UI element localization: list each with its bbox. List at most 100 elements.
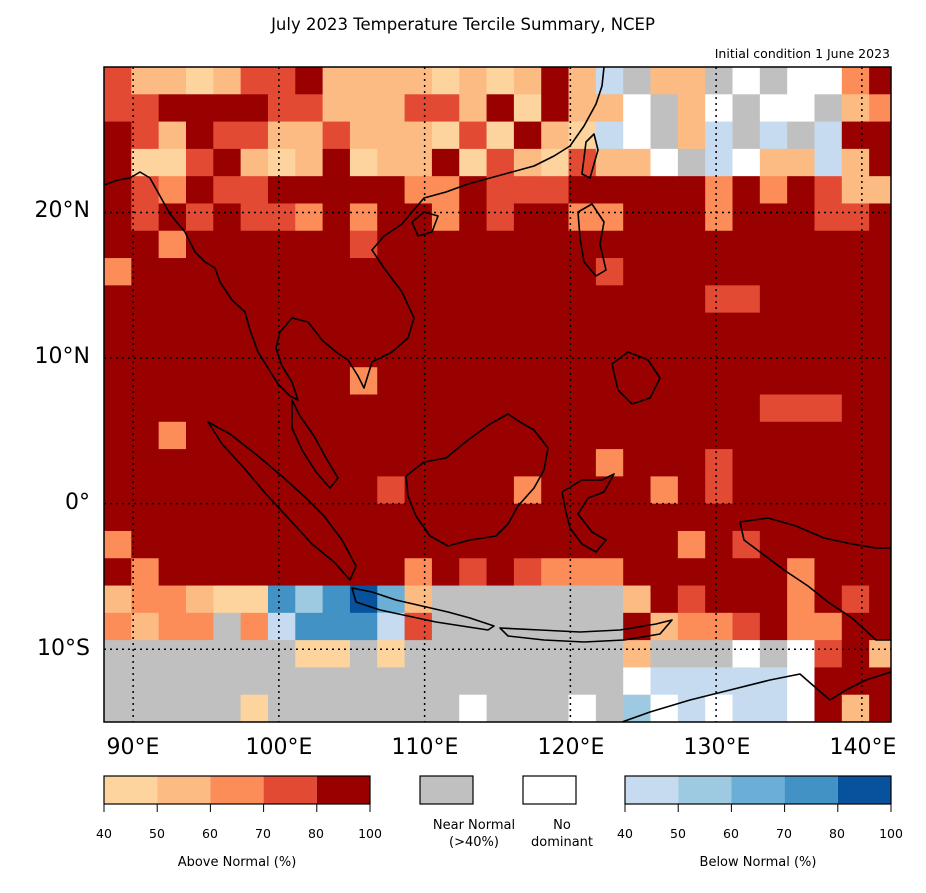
tercile-cell [322,503,351,532]
tercile-cell [869,394,891,423]
lat-label-10s: 10°S [37,636,90,661]
tercile-cell [267,148,296,177]
tercile-cell [486,312,515,341]
tercile-cell [377,121,406,150]
tercile-cell [185,421,214,450]
tercile-cell [377,530,406,559]
tercile-cell [459,449,488,477]
tercile-cell [513,640,542,668]
tercile-cell [486,694,515,722]
map-frame [103,66,892,723]
tercile-cell [240,176,269,204]
tercile-cell [240,667,269,696]
tercile-cell [814,503,843,532]
tercile-cell [595,258,624,286]
tercile-cell [349,339,378,368]
tercile-cell [650,121,679,150]
tercile-cell [705,339,734,368]
tercile-cell [814,176,843,204]
tercile-cell [541,694,570,722]
tercile-cell [431,285,460,314]
tercile-cell [732,421,761,450]
tercile-cell [459,585,488,614]
tercile-cell [213,121,242,150]
tercile-cell [650,394,679,423]
tercile-cell [486,476,515,505]
tercile-cell [568,667,597,696]
tercile-cell [213,203,242,232]
tercile-cell [104,367,132,395]
tercile-cell [158,94,187,123]
tercile-cell [185,285,214,314]
tercile-cell [158,503,187,532]
tercile-cell [869,148,891,177]
tercile-cell [213,558,242,587]
tercile-cell [787,339,815,368]
tercile-cell [705,94,734,123]
tercile-cell [131,230,160,259]
tercile-cell [759,612,788,641]
tercile-cell [404,230,433,259]
tercile-cell [869,67,891,95]
tercile-cell [759,176,788,204]
tercile-cell [650,67,679,95]
tercile-cell [568,449,597,477]
tercile-cell [787,667,815,696]
tercile-cell [213,640,242,668]
above-normal-colorbar-swatch [210,776,264,804]
tercile-cell [404,667,433,696]
tercile-cell [705,230,734,259]
tercile-cell [213,230,242,259]
tercile-cell [377,476,406,505]
tercile-cell [267,585,296,614]
tercile-cell [431,694,460,722]
tercile-cell [431,503,460,532]
above-normal-colorbar-swatch [104,776,158,804]
tercile-cell [486,585,515,614]
tercile-cell [623,67,652,95]
tercile-cell [213,694,242,722]
tercile-cell [677,558,706,587]
tercile-cell [869,585,891,614]
tercile-cell [787,176,815,204]
coastline-sumatra [207,421,357,581]
tercile-cell [459,476,488,505]
tercile-cell [240,285,269,314]
tercile-cell [267,449,296,477]
tercile-cell [486,558,515,587]
tercile-cell [650,421,679,450]
tercile-cell [513,558,542,587]
tercile-cell [513,694,542,722]
tercile-cell [541,67,570,95]
tercile-cell [267,339,296,368]
tercile-cell [322,285,351,314]
tercile-cell [650,449,679,477]
tercile-cell [650,148,679,177]
tercile-cell [595,339,624,368]
tercile-cell [732,667,761,696]
tercile-cell [131,612,160,641]
coastline-sulawesi [561,473,615,553]
tercile-cell [459,530,488,559]
tercile-cell [213,503,242,532]
tercile-cell [267,121,296,150]
tercile-cell [322,640,351,668]
above-normal-colorbar-swatch [157,776,211,804]
tercile-cell [650,203,679,232]
coastline-luzon [577,203,607,277]
tercile-cell [131,421,160,450]
tercile-cell [295,339,324,368]
tercile-cell [623,694,652,722]
below-normal-colorbar-swatch [625,776,679,804]
tercile-cell [568,421,597,450]
below-tick-100: 100 [879,826,903,841]
tercile-cell [486,176,515,204]
tercile-cell [841,667,870,696]
tercile-cell [267,94,296,123]
tercile-cell [158,67,187,95]
tercile-cell [322,694,351,722]
tercile-cell [513,312,542,341]
tercile-cell [131,394,160,423]
tercile-cell [705,476,734,505]
tercile-cell [787,258,815,286]
